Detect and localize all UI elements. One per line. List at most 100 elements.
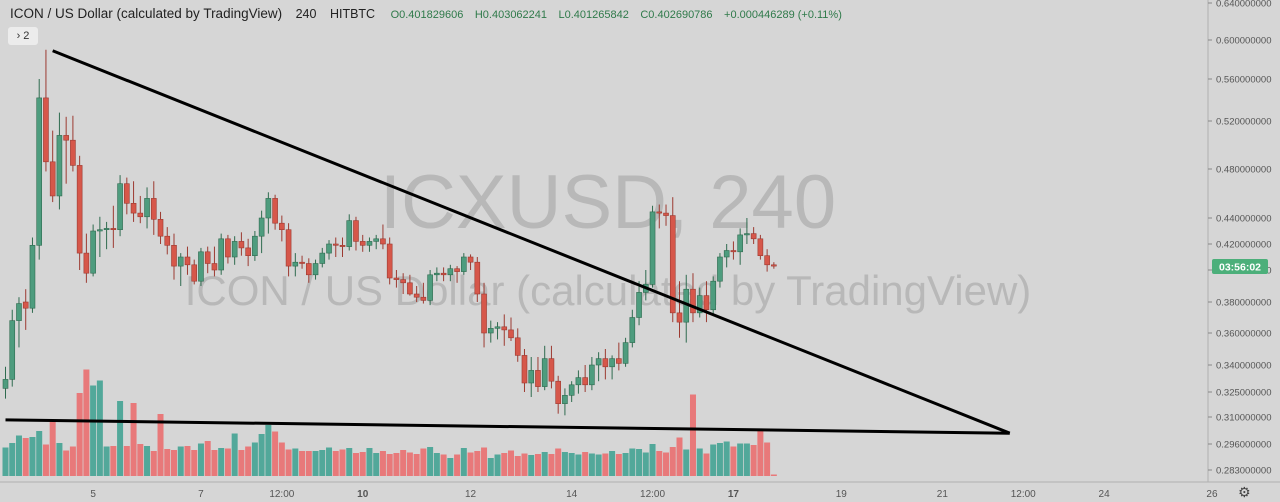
candle[interactable] — [49, 130, 56, 203]
candle[interactable] — [90, 224, 96, 277]
candle[interactable] — [353, 216, 359, 251]
candle[interactable] — [771, 262, 777, 269]
candle[interactable] — [2, 366, 9, 399]
candle[interactable] — [393, 270, 400, 288]
candle[interactable] — [690, 273, 696, 323]
candle[interactable] — [467, 254, 474, 270]
candle[interactable] — [420, 282, 427, 304]
candle[interactable] — [198, 247, 204, 286]
candle[interactable] — [487, 320, 494, 343]
candle[interactable] — [359, 234, 366, 252]
candle[interactable] — [380, 224, 386, 250]
candle[interactable] — [568, 381, 575, 402]
candle[interactable] — [211, 246, 218, 277]
candle[interactable] — [649, 205, 656, 288]
indicator-collapse-button[interactable]: › 2 — [8, 27, 38, 45]
candle[interactable] — [56, 112, 63, 210]
candle[interactable] — [514, 328, 521, 362]
candle[interactable] — [157, 211, 164, 244]
candle[interactable] — [29, 237, 36, 313]
candle[interactable] — [117, 175, 123, 237]
candle[interactable] — [582, 365, 588, 392]
candle[interactable] — [252, 231, 258, 261]
candle[interactable] — [447, 264, 454, 282]
candle[interactable] — [474, 257, 481, 302]
candle[interactable] — [555, 375, 561, 414]
candle[interactable] — [279, 215, 285, 242]
candle[interactable] — [272, 194, 278, 230]
candle[interactable] — [76, 155, 83, 270]
candle[interactable] — [70, 115, 76, 172]
candle[interactable] — [386, 237, 393, 285]
candle[interactable] — [710, 276, 717, 316]
candle[interactable] — [83, 233, 90, 283]
candle[interactable] — [737, 228, 743, 265]
candle[interactable] — [764, 249, 770, 272]
candle[interactable] — [629, 309, 636, 348]
candle[interactable] — [508, 317, 514, 342]
price-axis[interactable]: 0.640000000 0.600000000 0.560000000 0.52000… — [1208, 0, 1271, 477]
candle[interactable] — [575, 370, 582, 394]
candle[interactable] — [407, 274, 413, 296]
candle[interactable] — [22, 289, 29, 330]
candle[interactable] — [461, 253, 467, 275]
candle[interactable] — [454, 266, 460, 283]
candle[interactable] — [9, 309, 16, 387]
candle[interactable] — [541, 345, 548, 391]
candle[interactable] — [548, 345, 555, 389]
candle[interactable] — [730, 241, 737, 260]
candle[interactable] — [124, 177, 130, 215]
candle[interactable] — [413, 286, 420, 302]
candle[interactable] — [332, 237, 339, 258]
candle[interactable] — [609, 355, 615, 380]
candle[interactable] — [16, 297, 22, 348]
candle[interactable] — [164, 227, 171, 255]
candle[interactable] — [63, 116, 69, 184]
candle[interactable] — [757, 234, 764, 260]
candle[interactable] — [717, 253, 723, 288]
candle[interactable] — [616, 342, 622, 371]
candle[interactable] — [703, 281, 710, 323]
candle[interactable] — [177, 253, 184, 286]
candle[interactable] — [292, 253, 299, 277]
candle[interactable] — [103, 221, 110, 250]
candle[interactable] — [225, 234, 231, 264]
candle[interactable] — [696, 287, 703, 318]
candle[interactable] — [36, 79, 43, 260]
candle[interactable] — [305, 258, 312, 283]
candle[interactable] — [602, 349, 609, 380]
gear-icon[interactable]: ⚙ — [1238, 484, 1251, 500]
candle[interactable] — [346, 214, 353, 251]
candle[interactable] — [238, 232, 245, 256]
candle[interactable] — [110, 205, 117, 248]
candle[interactable] — [130, 181, 137, 222]
candle[interactable] — [258, 210, 265, 254]
candle[interactable] — [366, 237, 373, 252]
candle[interactable] — [636, 281, 642, 326]
candle[interactable] — [191, 259, 198, 285]
candle[interactable] — [622, 337, 629, 367]
candle[interactable] — [265, 192, 272, 234]
candle[interactable] — [494, 322, 501, 340]
candle[interactable] — [299, 255, 305, 269]
candle[interactable] — [245, 238, 251, 267]
candle[interactable] — [481, 282, 487, 348]
candle[interactable] — [562, 388, 568, 416]
candle[interactable] — [339, 237, 346, 258]
candle[interactable] — [43, 49, 49, 172]
candle[interactable] — [144, 187, 150, 229]
candle[interactable] — [218, 233, 224, 275]
candle[interactable] — [528, 357, 535, 397]
time-axis[interactable]: 5 7 12:00 10 12 14 12:00 17 19 21 12:00 24 26 — [90, 489, 1218, 500]
candle[interactable] — [319, 247, 326, 268]
candle[interactable] — [373, 234, 380, 250]
candle[interactable] — [150, 181, 157, 235]
candle[interactable] — [595, 352, 602, 382]
candle[interactable] — [723, 244, 730, 268]
candle[interactable] — [501, 314, 508, 346]
candle[interactable] — [663, 204, 669, 226]
candle[interactable] — [97, 216, 103, 257]
candle[interactable] — [656, 204, 663, 229]
trendline[interactable] — [5, 418, 1010, 435]
